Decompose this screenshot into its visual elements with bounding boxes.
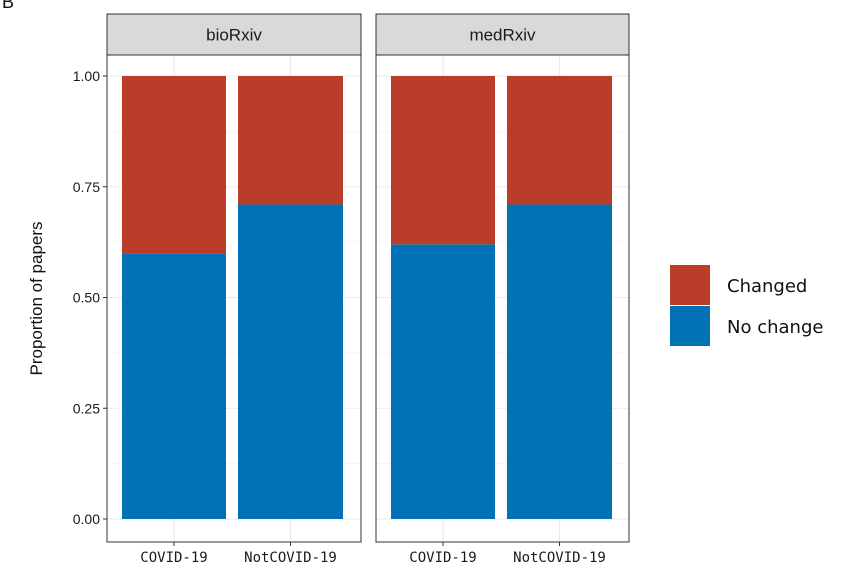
facet-strip: [375, 13, 630, 56]
legend-key-no-change: [670, 306, 710, 346]
y-axis: 0.00 0.25 0.50 0.75 1.00 Proportion of papers: [27, 68, 107, 527]
legend: Changed No change: [670, 265, 823, 346]
panel-biorxiv: bioRxiv COVID-19 NotCOVID-19: [106, 13, 362, 566]
y-axis-title: Proportion of papers: [27, 221, 46, 375]
x-tick-label: NotCOVID-19: [244, 550, 337, 566]
bar-no-change-covid-19: [122, 253, 226, 519]
bar-no-change-notcovid-19: [238, 204, 343, 519]
bar-changed-covid-19: [122, 76, 226, 254]
legend-label: No change: [727, 317, 823, 338]
chart-panels: bioRxiv COVID-19 NotCOVID-19 medRxiv COVID-1…: [106, 13, 630, 566]
facet-label: medRxiv: [469, 26, 536, 45]
x-tick-label: COVID-19: [409, 550, 476, 566]
bar-changed-notcovid-19: [507, 76, 612, 205]
x-tick-label: COVID-19: [140, 550, 207, 566]
bar-changed-covid-19: [391, 76, 495, 245]
bar-no-change-notcovid-19: [507, 204, 612, 519]
figure-letter: B: [2, 0, 14, 12]
legend-label: Changed: [727, 276, 807, 297]
y-tick-label: 0.25: [73, 400, 100, 416]
y-tick-label: 1.00: [73, 68, 100, 84]
panel-border: [375, 54, 630, 543]
y-tick-label: 0.75: [73, 179, 100, 195]
panel-medrxiv: medRxiv COVID-19 NotCOVID-19: [375, 13, 630, 566]
y-tick-label: 0.00: [73, 511, 100, 527]
facet-label: bioRxiv: [206, 26, 262, 45]
y-tick-label: 0.50: [73, 290, 100, 306]
panel-border: [106, 54, 362, 543]
bar-changed-notcovid-19: [238, 76, 343, 205]
figure-letter-layer: B: [2, 0, 14, 12]
x-tick-label: NotCOVID-19: [513, 550, 606, 566]
legend-key-changed: [670, 265, 710, 305]
facet-strip: [106, 13, 362, 56]
bar-no-change-covid-19: [391, 244, 495, 519]
